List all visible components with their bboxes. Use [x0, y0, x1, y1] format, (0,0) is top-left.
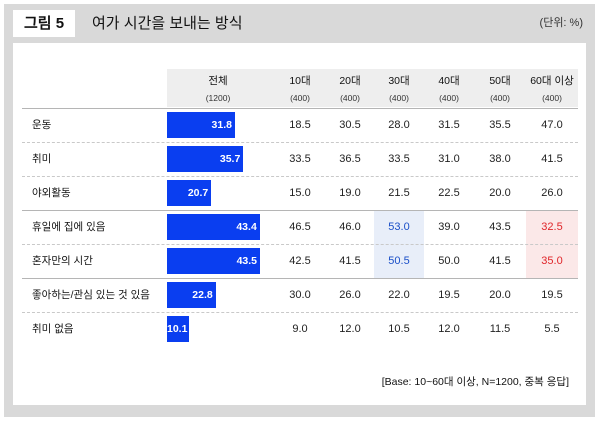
table-cell: 18.5: [289, 119, 311, 131]
row-label: 휴일에 집에 있음: [32, 221, 106, 233]
table-cell: 19.0: [339, 187, 361, 199]
table-cell: 33.5: [289, 153, 311, 165]
row-divider: [22, 210, 578, 211]
table-cell: 46.5: [289, 221, 311, 233]
table-cell: 15.0: [289, 187, 311, 199]
row-divider: [22, 176, 578, 177]
table-cell: 42.5: [289, 255, 311, 267]
figure-label: 그림 5: [13, 10, 75, 37]
row-label: 혼자만의 시간: [32, 255, 93, 267]
table-cell: 12.0: [438, 323, 460, 335]
bar: [167, 146, 244, 172]
table-cell: 20.0: [489, 187, 511, 199]
table-cell: 20.0: [489, 289, 511, 301]
row-label: 운동: [32, 119, 52, 131]
bar-value-label: 22.8: [192, 289, 213, 301]
header-divider: [22, 108, 578, 109]
table-cell: 43.5: [489, 221, 511, 233]
table-cell: 26.0: [339, 289, 361, 301]
table-cell: 36.5: [339, 153, 361, 165]
figure-unit: (단위: %): [539, 17, 583, 29]
bar-value-label: 10.1: [167, 323, 188, 335]
table-cell: 31.0: [438, 153, 460, 165]
bar: [167, 248, 260, 274]
figure-frame: 그림 5 여가 시간을 보내는 방식 (단위: %) [Base: 10~60대…: [4, 4, 595, 417]
table-cell: 31.5: [438, 119, 460, 131]
table-cell: 22.0: [388, 289, 410, 301]
row-divider: [22, 142, 578, 143]
table-cell: 47.0: [541, 119, 563, 131]
table-cell: 41.5: [489, 255, 511, 267]
column-n: (400): [340, 93, 360, 103]
table-cell: 50.0: [438, 255, 460, 267]
table-cell: 10.5: [388, 323, 410, 335]
table-cell: 39.0: [438, 221, 460, 233]
bar-value-label: 20.7: [187, 187, 209, 199]
table-cell: 30.5: [339, 119, 361, 131]
row-label: 좋아하는/관심 있는 것 있음: [32, 289, 150, 301]
bar: [167, 112, 235, 138]
table-cell: 9.0: [292, 323, 308, 335]
base-note: [Base: 10~60대 이상, N=1200, 중복 응답]: [381, 376, 569, 388]
bar-value-label: 31.8: [211, 119, 232, 131]
row-divider: [22, 244, 578, 245]
column-header: 40대: [438, 75, 460, 87]
column-header: 20대: [339, 75, 361, 87]
table-cell: 38.0: [489, 153, 511, 165]
column-header: 50대: [489, 75, 511, 87]
row-label: 취미: [32, 153, 52, 165]
bar-value-label: 43.5: [236, 255, 257, 267]
table-cell: 19.5: [541, 289, 563, 301]
column-header: 10대: [289, 75, 311, 87]
column-header: 전체: [208, 75, 228, 87]
table-cell: 53.0: [388, 221, 410, 233]
row-label: 야외활동: [32, 187, 71, 199]
bar: [167, 214, 260, 240]
table-cell: 35.0: [541, 255, 563, 267]
table-cell: 22.5: [438, 187, 460, 199]
column-header: 30대: [388, 75, 410, 87]
table-cell: 32.5: [541, 221, 563, 233]
table-cell: 28.0: [388, 119, 410, 131]
table-cell: 35.5: [489, 119, 511, 131]
column-n: (400): [389, 93, 409, 103]
column-n: (400): [290, 93, 310, 103]
table-cell: 30.0: [289, 289, 311, 301]
column-header: 60대 이상: [530, 75, 574, 87]
table-cell: 21.5: [388, 187, 410, 199]
table-cell: 11.5: [489, 323, 511, 335]
bar: [167, 316, 189, 342]
table-cell: 5.5: [544, 323, 560, 335]
column-n: (400): [439, 93, 459, 103]
chart-panel: [Base: 10~60대 이상, N=1200, 중복 응답] 전체 (1200…: [13, 43, 586, 405]
bar-value-label: 43.4: [236, 221, 257, 233]
table-cell: 41.5: [339, 255, 361, 267]
header-band: [167, 69, 578, 107]
table-cell: 50.5: [388, 255, 410, 267]
row-divider: [22, 312, 578, 313]
row-divider: [22, 278, 578, 279]
table-cell: 41.5: [541, 153, 563, 165]
column-n: (400): [542, 93, 562, 103]
table-cell: 33.5: [388, 153, 410, 165]
row-label: 취미 없음: [32, 323, 74, 335]
table-cell: 46.0: [339, 221, 361, 233]
table-cell: 12.0: [339, 323, 361, 335]
bar-value-label: 35.7: [219, 153, 241, 165]
figure-title: 여가 시간을 보내는 방식: [92, 15, 243, 32]
bar: [167, 180, 212, 206]
column-n: (400): [490, 93, 510, 103]
table-cell: 19.5: [438, 289, 460, 301]
bar: [167, 282, 216, 308]
column-n: (1200): [205, 93, 231, 103]
table-cell: 26.0: [541, 187, 563, 199]
